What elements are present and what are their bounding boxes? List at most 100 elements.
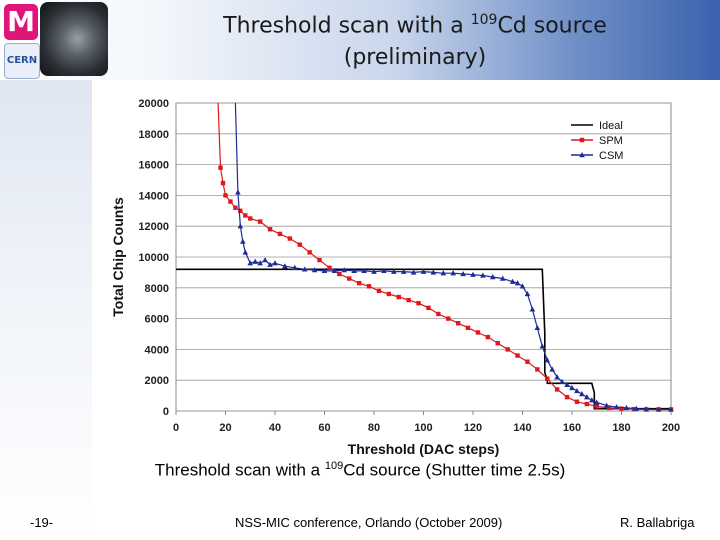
data-point-spm: [327, 265, 332, 270]
footer-conference: NSS-MIC conference, Orlando (October 200…: [235, 515, 503, 530]
data-point-csm: [534, 324, 541, 331]
data-point-csm: [554, 374, 560, 380]
left-decor-band: [0, 80, 92, 540]
x-tick-label: 160: [563, 422, 581, 434]
data-point-spm: [317, 257, 322, 263]
y-tick-label: 12000: [138, 221, 169, 233]
x-tick-label: 80: [368, 422, 380, 434]
data-point-spm: [277, 231, 283, 237]
x-axis-label: Threshold (DAC steps): [348, 441, 500, 457]
data-point-csm: [267, 261, 273, 267]
y-tick-label: 2000: [145, 375, 169, 387]
x-tick-label: 180: [612, 422, 630, 434]
data-point-csm: [574, 387, 580, 394]
data-point-spm: [545, 376, 550, 381]
data-point-spm: [515, 353, 520, 358]
y-tick-label: 0: [163, 406, 169, 418]
data-point-spm: [366, 284, 372, 289]
data-point-csm: [391, 268, 397, 274]
data-point-spm: [475, 330, 481, 335]
data-point-csm: [341, 267, 348, 273]
data-point-spm: [228, 199, 233, 204]
data-point-csm: [514, 280, 521, 286]
data-point-spm: [631, 406, 637, 412]
y-tick-label: 18000: [138, 129, 169, 141]
data-point-spm: [406, 297, 411, 303]
data-point-csm: [257, 260, 263, 266]
data-point-csm: [400, 268, 407, 274]
y-tick-label: 20000: [138, 98, 169, 110]
y-axis-label: Total Chip Counts: [110, 197, 126, 317]
threshold-scan-chart: 0200040006000800010000120001400016000180…: [110, 98, 680, 457]
data-point-spm: [386, 291, 392, 297]
title-line1: Threshold scan with a 109Cd source: [150, 4, 680, 42]
legend-label-ideal: Ideal: [599, 120, 623, 132]
data-point-csm: [292, 264, 298, 270]
data-point-csm: [470, 271, 476, 277]
data-point-csm: [252, 258, 258, 264]
data-point-csm: [633, 405, 640, 411]
data-point-csm: [509, 278, 516, 284]
data-point-csm: [480, 272, 486, 278]
y-tick-label: 10000: [138, 252, 169, 264]
data-point-spm: [243, 213, 248, 218]
medipix-logo: M: [4, 4, 38, 40]
x-tick-label: 120: [464, 422, 482, 434]
title-text-pre: Threshold scan with a: [223, 13, 471, 39]
data-point-csm: [564, 381, 570, 388]
data-point-csm: [301, 266, 308, 272]
data-point-csm: [247, 260, 254, 266]
data-point-csm: [450, 270, 456, 276]
data-point-csm: [420, 268, 427, 274]
data-point-csm: [559, 378, 565, 384]
legend-label-csm: CSM: [599, 150, 623, 162]
data-point-csm: [519, 283, 526, 289]
data-point-spm: [297, 242, 302, 247]
data-point-csm: [240, 238, 246, 244]
data-point-spm: [307, 250, 312, 255]
data-point-spm: [233, 205, 238, 210]
data-point-csm: [361, 267, 367, 274]
title-superscript: 109: [470, 12, 498, 28]
data-point-spm: [248, 216, 253, 221]
data-point-spm: [223, 193, 228, 198]
data-point-spm: [455, 321, 461, 326]
data-point-spm: [426, 305, 431, 311]
data-point-spm: [564, 394, 570, 400]
data-point-spm: [416, 301, 421, 306]
data-point-csm: [584, 394, 590, 400]
data-point-csm: [272, 260, 278, 266]
legend-label-spm: SPM: [599, 135, 623, 147]
data-point-spm: [396, 294, 401, 300]
data-point-csm: [311, 267, 318, 273]
data-point-csm: [371, 268, 377, 274]
data-point-spm: [220, 180, 226, 186]
data-point-csm: [524, 290, 531, 297]
x-tick-label: 60: [318, 422, 330, 434]
slide-title: Threshold scan with a 109Cd source (prel…: [150, 4, 680, 74]
data-point-spm: [436, 311, 441, 317]
detector-photo: [40, 2, 108, 76]
data-point-spm: [594, 404, 599, 409]
data-point-spm: [505, 347, 510, 352]
title-line2: (preliminary): [343, 45, 487, 71]
data-point-spm: [584, 401, 590, 407]
cern-logo: CERN: [4, 43, 40, 79]
y-tick-label: 14000: [138, 190, 169, 202]
data-point-spm: [446, 316, 451, 321]
data-point-csm: [490, 274, 496, 280]
x-tick-label: 40: [269, 422, 281, 434]
data-point-spm: [356, 280, 362, 286]
data-point-csm: [529, 306, 536, 312]
data-point-spm: [554, 387, 560, 392]
data-point-spm: [376, 288, 382, 294]
data-point-spm: [606, 405, 612, 411]
data-point-csm: [668, 406, 674, 412]
data-point-csm: [381, 267, 387, 274]
data-point-spm: [525, 359, 530, 364]
data-point-csm: [351, 267, 357, 274]
data-point-csm: [242, 249, 249, 255]
data-point-csm: [410, 269, 417, 275]
data-point-csm: [539, 343, 546, 349]
data-point-spm: [267, 227, 273, 232]
